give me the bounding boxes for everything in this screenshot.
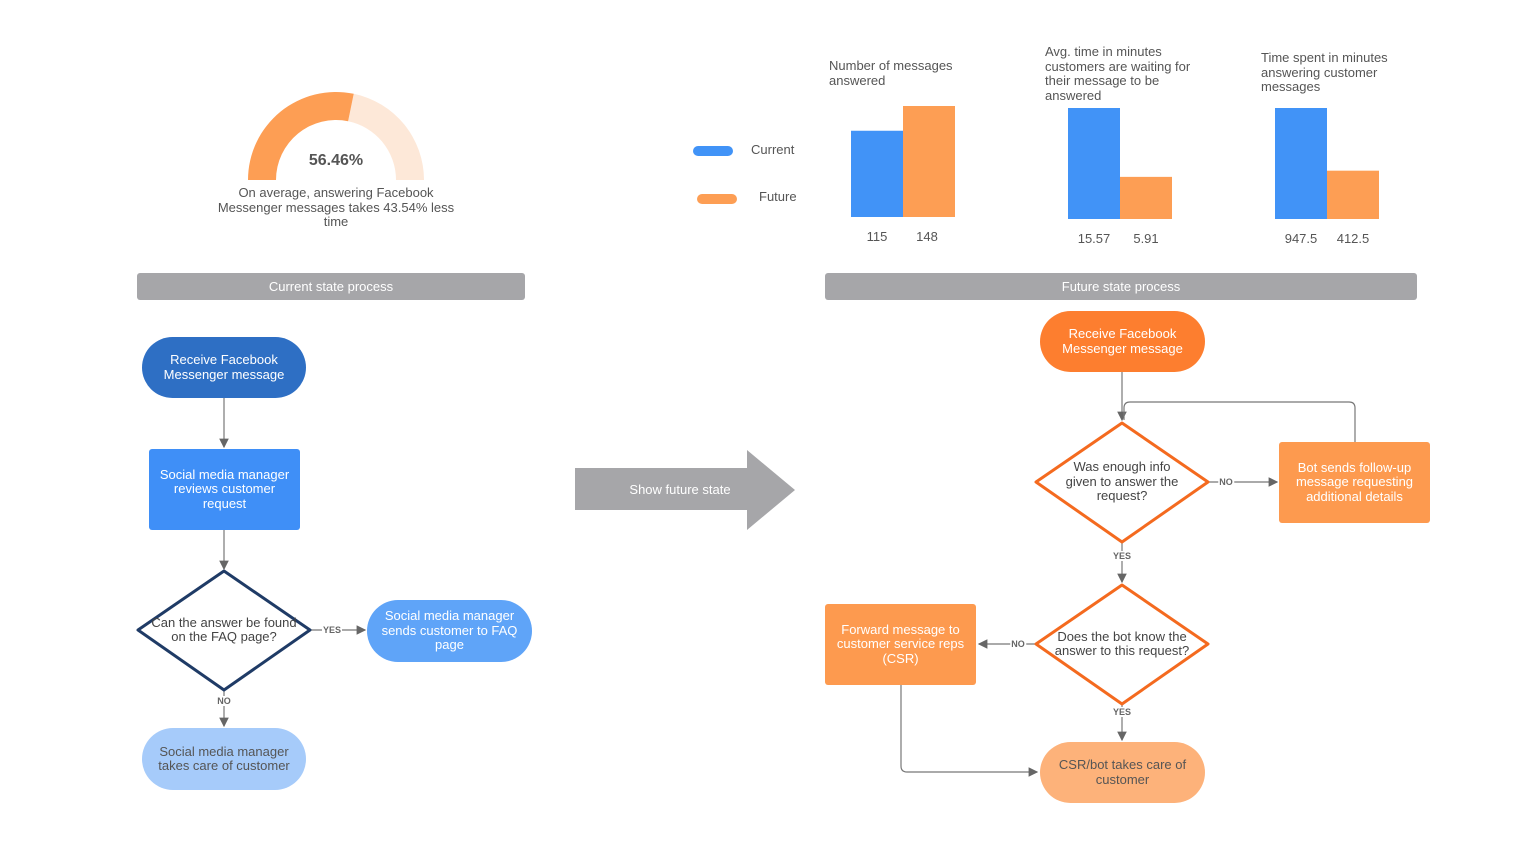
- bar-value-label: 148: [916, 229, 938, 244]
- future-start-node: Receive Facebook Messenger message: [1040, 311, 1205, 372]
- show-future-state-button[interactable]: Show future state: [629, 481, 731, 497]
- chart-title-time: Time spent in minutes answering customer…: [1261, 50, 1388, 94]
- bar-current-2: [1275, 108, 1327, 219]
- legend-current-swatch: [693, 146, 733, 156]
- connector: [1123, 401, 1356, 442]
- bar-current-1: [1068, 108, 1120, 219]
- current-start-node: Receive Facebook Messenger message: [142, 337, 306, 398]
- future-followup-node: Bot sends follow-up message requesting a…: [1279, 442, 1430, 523]
- gauge-caption: On average, answering Facebook Messenger…: [217, 185, 455, 229]
- show-future-arrow-shape: [575, 450, 795, 530]
- bar-value-label: 5.91: [1133, 231, 1159, 246]
- future-decision2-text: Does the bot know the answer to this req…: [1054, 628, 1190, 658]
- current-review-node: Social media manager reviews customer re…: [149, 449, 300, 530]
- gauge-fill: [248, 91, 354, 180]
- current-decision-text: Can the answer be found on the FAQ page?: [151, 614, 297, 644]
- current-faq-node: Social media manager sends customer to F…: [367, 600, 532, 662]
- bar-value-label: 412.5: [1336, 231, 1370, 246]
- yes-label: YES: [321, 625, 343, 635]
- future-care-node: CSR/bot takes care of customer: [1040, 742, 1205, 803]
- no-label: NO: [1218, 477, 1234, 487]
- future-forward-node: Forward message to customer service reps…: [825, 604, 976, 685]
- bar-value-label: 947.5: [1284, 231, 1318, 246]
- bar-future-1: [1120, 176, 1172, 219]
- future-state-header: Future state process: [825, 273, 1417, 300]
- legend-current-label: Current: [751, 142, 795, 157]
- decision-diamond-bot: [1034, 583, 1210, 706]
- gauge-value: 56.46%: [308, 152, 364, 169]
- bar-future-0: [903, 106, 955, 217]
- chart-title-messages: Number of messages answered: [829, 58, 953, 88]
- connector: [900, 685, 1039, 777]
- current-care-node: Social media manager takes care of custo…: [142, 728, 306, 790]
- bar-current-0: [851, 130, 903, 217]
- legend-future-swatch: [697, 194, 737, 204]
- gauge-track: [348, 93, 424, 180]
- bar-value-label: 115: [866, 229, 888, 244]
- bar-value-label: 15.57: [1077, 231, 1111, 246]
- yes-label: YES: [1111, 551, 1133, 561]
- yes-label: YES: [1111, 707, 1133, 717]
- no-label: NO: [216, 696, 232, 706]
- decision-diamond-info: [1034, 421, 1210, 544]
- chart-title-wait: Avg. time in minutes customers are waiti…: [1045, 44, 1191, 103]
- decision-diamond-faq: [136, 569, 312, 692]
- future-decision1-text: Was enough info given to answer the requ…: [1065, 459, 1179, 504]
- no-label: NO: [1010, 639, 1026, 649]
- current-state-header: Current state process: [137, 273, 525, 300]
- legend-future-label: Future: [759, 189, 797, 204]
- bar-future-2: [1327, 170, 1379, 219]
